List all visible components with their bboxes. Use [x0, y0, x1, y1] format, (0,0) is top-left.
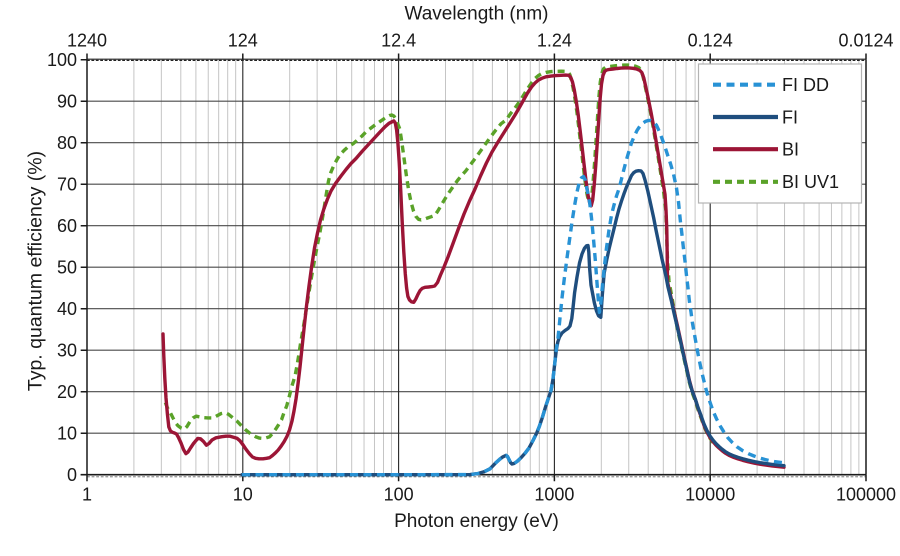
svg-text:100: 100 [47, 50, 77, 70]
svg-text:Photon energy (eV): Photon energy (eV) [394, 511, 559, 532]
svg-text:1.24: 1.24 [537, 31, 572, 51]
svg-text:10000: 10000 [685, 485, 735, 505]
svg-text:10: 10 [57, 423, 77, 443]
svg-text:60: 60 [57, 216, 77, 236]
svg-text:12.4: 12.4 [381, 31, 416, 51]
svg-text:Wavelength (nm): Wavelength (nm) [405, 3, 549, 24]
svg-text:BI: BI [782, 140, 799, 160]
svg-text:100: 100 [384, 485, 414, 505]
svg-text:0: 0 [67, 465, 77, 485]
svg-text:1000: 1000 [534, 485, 574, 505]
svg-text:30: 30 [57, 340, 77, 360]
svg-text:90: 90 [57, 91, 77, 111]
svg-text:20: 20 [57, 382, 77, 402]
svg-text:10: 10 [233, 485, 253, 505]
svg-text:50: 50 [57, 257, 77, 277]
svg-text:0.124: 0.124 [688, 31, 733, 51]
svg-text:80: 80 [57, 133, 77, 153]
svg-text:FI: FI [782, 107, 798, 127]
svg-text:Typ. quantum efficiency (%): Typ. quantum efficiency (%) [25, 151, 47, 391]
svg-text:70: 70 [57, 174, 77, 194]
svg-text:0.0124: 0.0124 [838, 31, 893, 51]
svg-text:1240: 1240 [67, 31, 107, 51]
svg-text:1: 1 [82, 485, 92, 505]
svg-text:40: 40 [57, 299, 77, 319]
svg-text:BI UV1: BI UV1 [782, 172, 839, 192]
svg-text:100000: 100000 [836, 485, 896, 505]
svg-text:124: 124 [228, 31, 258, 51]
svg-text:FI DD: FI DD [782, 75, 829, 95]
